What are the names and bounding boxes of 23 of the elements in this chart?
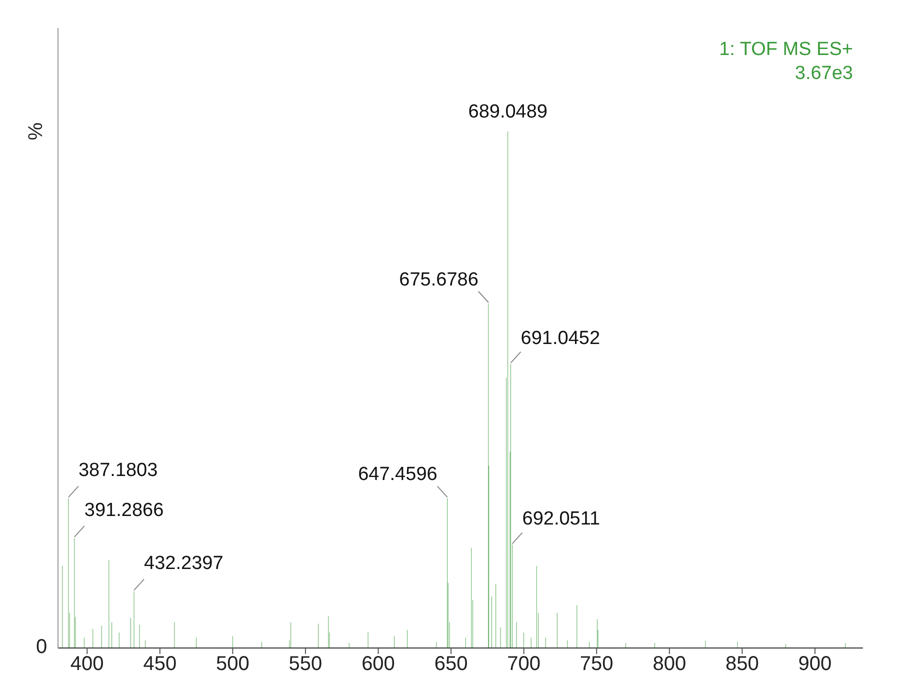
x-tick-label: 800 xyxy=(652,653,686,676)
annotation: 647.4596 xyxy=(358,464,438,486)
text: 0 xyxy=(36,636,48,659)
annotation: 387.1803 xyxy=(78,460,158,482)
x-tick-label: 600 xyxy=(362,653,395,676)
x-tick-label: 400 xyxy=(70,653,104,676)
annotation: 691.0452 xyxy=(520,328,600,349)
text: 1: TOF MS ES+ xyxy=(719,38,853,62)
x-tick-label: 850 xyxy=(725,653,759,676)
y-axis-title: % xyxy=(25,122,47,140)
x-tick-label: 900 xyxy=(798,653,832,676)
x-tick-label: 650 xyxy=(434,653,468,676)
x-tick-label: 550 xyxy=(288,653,322,676)
annotation: 675.6786 xyxy=(399,269,478,290)
x-tick-label: 450 xyxy=(143,653,177,676)
annotation: 432.2397 xyxy=(144,553,224,574)
text: 3.67e3 xyxy=(794,62,853,86)
annotation: 391.2866 xyxy=(84,500,164,521)
annotation: 692.0511 xyxy=(522,508,600,530)
x-tick-label: 750 xyxy=(580,653,614,676)
annotation: 689.0489 xyxy=(468,101,548,122)
x-tick-label: 700 xyxy=(507,653,541,676)
x-tick-label: 500 xyxy=(216,653,250,676)
